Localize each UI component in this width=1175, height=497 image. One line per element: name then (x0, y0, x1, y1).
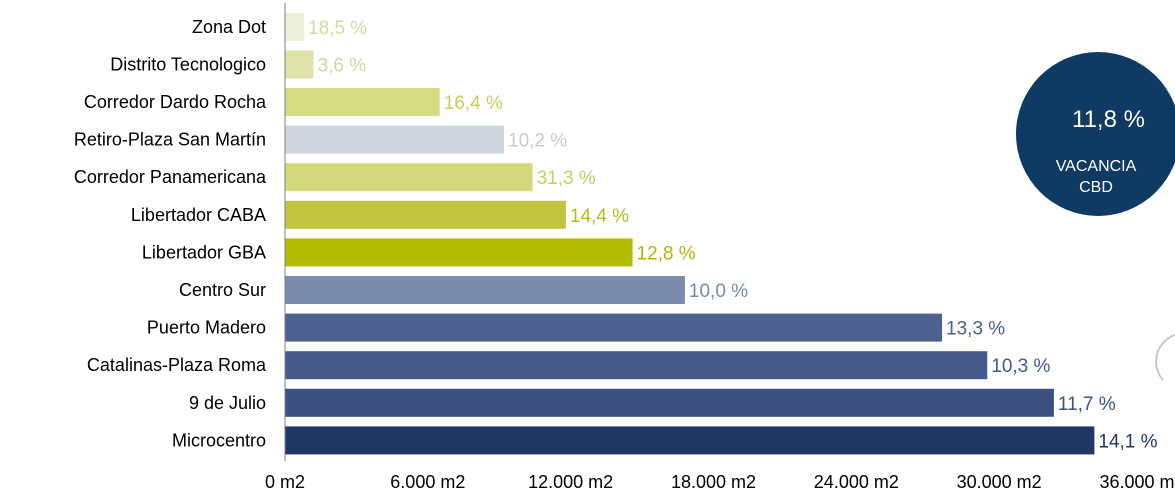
vacancy-badge-sublabel: CBD (1079, 179, 1113, 196)
category-label: Corredor Panamericana (74, 167, 267, 187)
data-label: 13,3 % (946, 319, 1005, 340)
x-tick-label: 36.000 m2 (1099, 472, 1175, 492)
bar-zona-dot (285, 12, 305, 41)
x-tick-label: 0 m2 (265, 472, 305, 492)
data-label: 16,4 % (444, 93, 503, 114)
x-tick-label: 6.000 m2 (390, 472, 465, 492)
bar-catalinas-plaza-roma (285, 351, 988, 380)
x-axis-ticks: 0 m2 6.000 m2 12.000 m2 18.000 m2 24.000 m2 3… (265, 472, 1175, 492)
vacancy-badge: 11,8 % VACANCIA CBD (1016, 52, 1175, 216)
vacancy-badge-label: VACANCIA (1056, 158, 1137, 175)
bar-corredor-panamericana (285, 163, 533, 192)
bar-libertador-caba (285, 200, 566, 229)
vacancy-badge-value: 11,8 % (1072, 106, 1145, 133)
bar-libertador-gba (285, 238, 633, 267)
x-tick-label: 18.000 m2 (671, 472, 756, 492)
bar-9-de-julio (285, 388, 1054, 417)
category-label: Zona Dot (192, 17, 266, 37)
category-label: Centro Sur (179, 280, 266, 300)
bar-puerto-madero (285, 313, 943, 342)
x-tick-label: 30.000 m2 (957, 472, 1042, 492)
vacancy-badge-circle (1016, 52, 1175, 216)
data-label: 10,3 % (991, 356, 1050, 377)
category-label: Retiro-Plaza San Martín (74, 130, 266, 150)
bar-centro-sur (285, 276, 685, 304)
category-label: Corredor Dardo Rocha (84, 92, 267, 112)
category-label: Puerto Madero (147, 318, 266, 338)
data-label: 3,6 % (318, 55, 367, 76)
data-label: 11,7 % (1058, 394, 1116, 415)
data-label: 14,1 % (1098, 431, 1157, 452)
data-label: 14,4 % (570, 206, 629, 227)
data-label: 10,2 % (508, 131, 567, 152)
category-label: Microcentro (172, 430, 266, 450)
x-tick-label: 12.000 m2 (528, 472, 613, 492)
data-label: 31,3 % (537, 168, 596, 189)
category-label: Distrito Tecnologico (110, 54, 266, 74)
data-label: 12,8 % (637, 243, 696, 264)
bars-layer: Zona Dot 18,5 % Distrito Tecnologico 3,6 % C… (74, 12, 1158, 455)
data-label: 10,0 % (689, 281, 748, 302)
category-label: Catalinas-Plaza Roma (87, 355, 267, 375)
category-label: Libertador CABA (131, 205, 266, 225)
bar-retiro-plaza-san-mart-n (285, 125, 505, 154)
bar-microcentro (285, 426, 1095, 455)
x-tick-label: 24.000 m2 (814, 472, 899, 492)
partial-circle-outline (1155, 334, 1175, 381)
bar-corredor-dardo-rocha (285, 88, 440, 116)
category-label: 9 de Julio (189, 393, 266, 413)
bar-distrito-tecnologico (285, 50, 314, 79)
data-label: 18,5 % (308, 18, 367, 39)
category-label: Libertador GBA (142, 242, 266, 262)
